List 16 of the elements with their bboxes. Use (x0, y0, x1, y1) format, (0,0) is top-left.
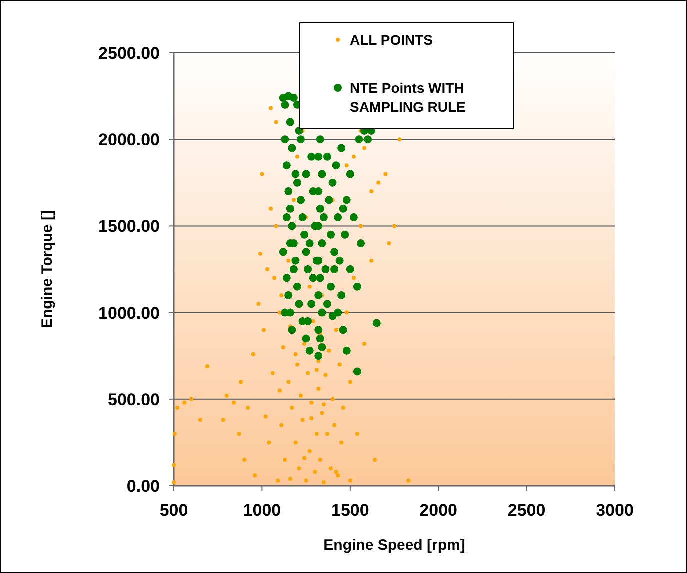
y-tick-label: 1000.00 (98, 304, 160, 323)
x-tick-label: 1000 (243, 501, 282, 520)
x-tick-label: 2000 (420, 501, 458, 520)
y-tick-label: 2500.00 (98, 44, 160, 63)
y-tick-label: 2000.00 (98, 130, 160, 150)
legend-label: ALL POINTS (350, 32, 433, 48)
y-tick-label: 0.00 (126, 477, 160, 496)
y-tick-label: 1500.00 (98, 217, 160, 236)
x-tick-label: 1500 (331, 501, 370, 520)
x-tick-label: 500 (160, 501, 188, 520)
y-axis-title: Engine Torque [] (39, 210, 56, 329)
y-tick-label: 500.00 (108, 390, 160, 410)
x-axis-title: Engine Speed [rpm] (324, 537, 466, 554)
x-tick-label: 2500 (508, 501, 546, 520)
x-tick-label: 3000 (596, 501, 634, 520)
legend-label: NTE Points WITH SAMPLING RULE (350, 80, 466, 115)
